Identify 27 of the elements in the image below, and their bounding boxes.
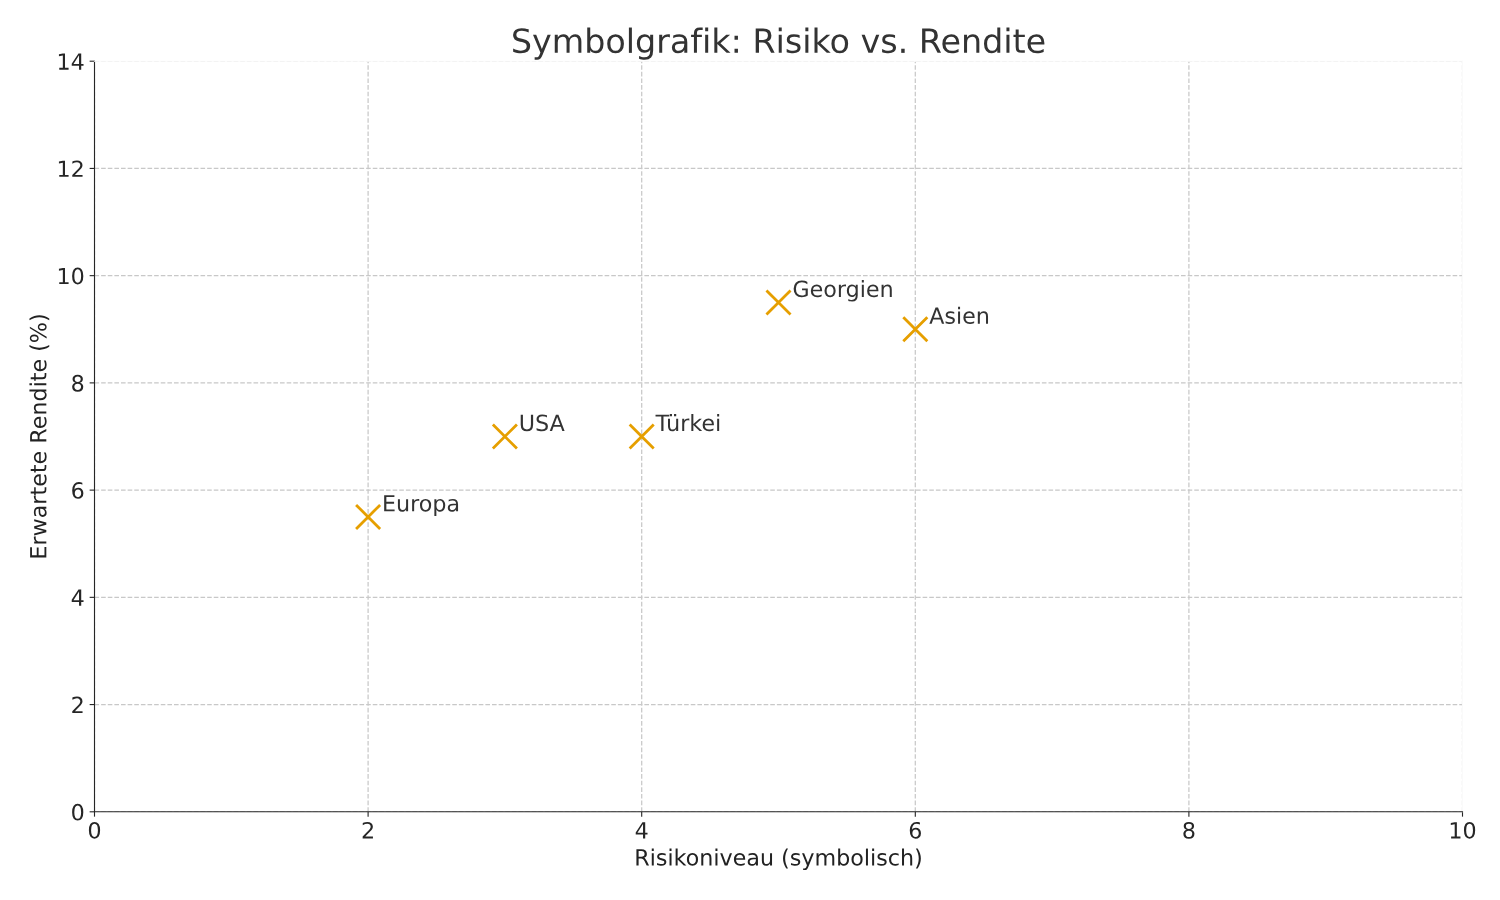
y-axis-title: Erwartete Rendite (%) [29,315,50,558]
y-tick-label: 4 [71,589,84,606]
x-axis-title: Risikoniveau (symbolisch) [636,848,921,871]
point [491,423,519,450]
y-tick-label: 0 [72,803,84,821]
x-tick-label: 4 [635,822,648,839]
point [765,289,792,316]
annotation: Europa [384,495,459,516]
x-tick-label: 10 [1450,821,1476,839]
point [354,503,382,531]
x-tick-label: 6 [909,821,921,839]
y-tick-label: 14 [58,53,84,70]
x-tick-label: 8 [1183,821,1195,839]
y-tick-label: 12 [58,160,83,177]
point [628,423,656,450]
y-tick-label: 10 [58,267,84,285]
x-tick-label: 2 [362,821,373,839]
annotation: Georgien [793,280,892,302]
annotation: Türkei [655,414,720,432]
y-tick-label: 6 [72,482,84,499]
annotation: Asien [929,306,989,325]
chart-title: Symbolgrafik: Risiko vs. Rendite [513,27,1045,60]
point [901,315,929,343]
y-tick-label: 2 [72,696,83,714]
y-tick-label: 8 [72,374,84,392]
annotation: USA [520,414,565,432]
x-tick-label: 0 [88,821,101,839]
